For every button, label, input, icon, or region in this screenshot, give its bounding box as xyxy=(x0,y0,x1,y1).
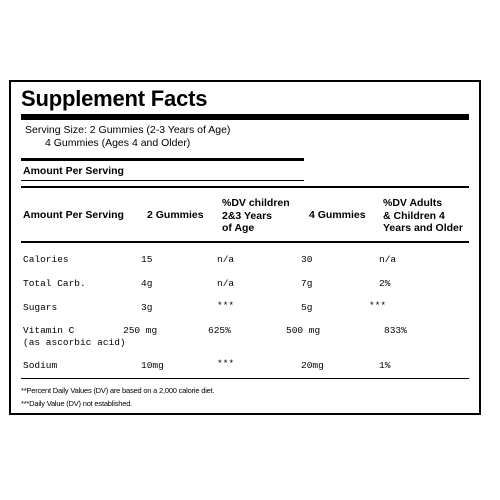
row-vitamin-c-dv-children: 625% xyxy=(208,325,231,336)
header-dv-adults-line-2: & Children 4 xyxy=(383,209,445,222)
row-vitamin-c-name-line-1: Vitamin C xyxy=(23,325,75,336)
row-sodium-amount-4: 20mg xyxy=(301,360,324,371)
row-vitamin-c-amount-4: 500 mg xyxy=(286,325,321,336)
row-sodium-dv-adults: 1% xyxy=(379,360,391,371)
row-sugars-name: Sugars xyxy=(23,302,58,313)
row-calories-amount-4: 30 xyxy=(301,254,313,265)
header-nutrient: Amount Per Serving xyxy=(23,209,124,221)
row-sodium-dv-children: *** xyxy=(217,358,235,369)
row-calories-amount-2: 15 xyxy=(141,254,153,265)
header-dv-adults-line-1: %DV Adults xyxy=(383,197,443,209)
row-sugars-amount-2: 3g xyxy=(141,302,153,313)
header-dv-children-line-1: %DV children xyxy=(222,197,290,209)
header-bottom-divider xyxy=(21,241,469,243)
footnote-dv-not-established: ***Daily Value (DV) not established. xyxy=(21,399,133,408)
row-vitamin-c-name-line-2: (as ascorbic acid) xyxy=(23,337,126,348)
row-calories-dv-children: n/a xyxy=(217,254,235,265)
header-dv-children: %DV children 2&3 Years of Age xyxy=(222,197,290,235)
serving-size-line-1: Serving Size: 2 Gummies (2-3 Years of Ag… xyxy=(25,124,231,136)
header-dv-adults-line-3: Years and Older xyxy=(383,222,463,234)
header-dv-children-line-3: of Age xyxy=(222,222,255,234)
row-total-carb-amount-4: 7g xyxy=(301,278,313,289)
row-vitamin-c-amount-2: 250 mg xyxy=(123,325,158,336)
row-vitamin-c-dv-adults: 833% xyxy=(384,325,407,336)
amount-per-serving-label: Amount Per Serving xyxy=(23,165,124,177)
serving-divider xyxy=(21,158,304,161)
footnote-divider xyxy=(21,378,469,379)
panel-title: Supplement Facts xyxy=(21,86,208,111)
row-sugars-dv-children: *** xyxy=(217,300,235,311)
footnote-percent-dv: **Percent Daily Values (DV) are based on… xyxy=(21,386,215,395)
row-total-carb-dv-children: n/a xyxy=(217,278,235,289)
row-calories-name: Calories xyxy=(23,254,69,265)
header-amount-4-gummies: 4 Gummies xyxy=(309,209,366,221)
amount-divider xyxy=(21,180,304,181)
serving-size: Serving Size: 2 Gummies (2-3 Years of Ag… xyxy=(25,124,230,150)
row-sodium-amount-2: 10mg xyxy=(141,360,164,371)
header-amount-2-gummies: 2 Gummies xyxy=(147,209,204,221)
row-total-carb-dv-adults: 2% xyxy=(379,278,391,289)
serving-size-line-2: 4 Gummies (Ages 4 and Older) xyxy=(45,137,191,149)
title-divider xyxy=(21,114,469,120)
row-sugars-dv-adults: *** xyxy=(369,300,387,311)
header-dv-adults: %DV Adults & Children 4 Years and Older xyxy=(383,197,463,235)
header-top-divider xyxy=(21,186,469,188)
row-sugars-amount-4: 5g xyxy=(301,302,313,313)
header-dv-children-line-2: 2&3 Years xyxy=(222,209,273,222)
row-total-carb-name: Total Carb. xyxy=(23,278,86,289)
supplement-facts-panel: Supplement Facts Serving Size: 2 Gummies… xyxy=(9,80,481,415)
row-sodium-name: Sodium xyxy=(23,360,58,371)
row-calories-dv-adults: n/a xyxy=(379,254,397,265)
row-vitamin-c-name: Vitamin C (as ascorbic acid) xyxy=(23,325,126,349)
row-total-carb-amount-2: 4g xyxy=(141,278,153,289)
